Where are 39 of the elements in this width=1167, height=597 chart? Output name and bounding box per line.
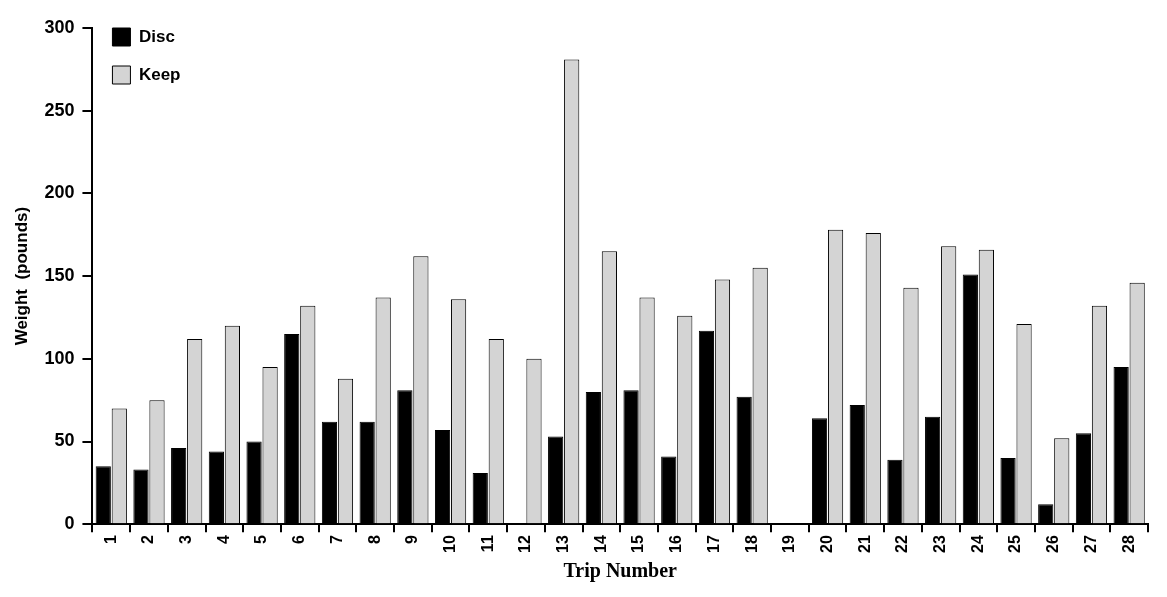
y-tick-label: 50 <box>54 430 75 451</box>
x-axis-title: Trip Number <box>563 559 678 583</box>
y-tick-label: 100 <box>44 347 75 368</box>
legend-label: Keep <box>138 64 181 84</box>
x-tick-label: 7 <box>327 535 345 545</box>
x-tick-label: 9 <box>403 535 421 545</box>
x-tick-label: 5 <box>252 535 270 545</box>
x-tick-label: 10 <box>440 535 458 553</box>
x-tick-label: 22 <box>893 535 911 553</box>
x-tick-label: 23 <box>931 535 949 553</box>
y-tick-label: 250 <box>44 99 75 120</box>
x-tick-label: 8 <box>365 535 383 545</box>
x-tick-label: 1 <box>101 535 119 545</box>
x-tick-label: 26 <box>1044 535 1062 553</box>
x-tick-label: 14 <box>591 535 609 553</box>
x-tick-label: 18 <box>742 535 760 553</box>
x-tick-label: 27 <box>1081 535 1099 553</box>
x-tick-label: 19 <box>780 535 798 553</box>
x-tick-label: 3 <box>177 535 195 545</box>
legend-label: Disc <box>138 26 175 46</box>
x-tick-label: 15 <box>629 535 647 553</box>
x-tick-label: 13 <box>554 535 572 553</box>
x-tick-label: 20 <box>817 535 835 553</box>
y-tick-label: 200 <box>44 182 75 203</box>
x-tick-label: 4 <box>214 535 232 545</box>
y-tick-label: 0 <box>64 513 75 534</box>
x-tick-label: 6 <box>290 535 308 545</box>
y-tick-label: 300 <box>44 16 75 37</box>
x-tick-label: 2 <box>139 535 157 545</box>
y-axis-title: Weight (pounds) <box>11 206 31 346</box>
x-tick-label: 28 <box>1119 535 1137 553</box>
x-tick-label: 17 <box>704 535 722 553</box>
x-tick-label: 11 <box>478 535 496 553</box>
x-tick-label: 24 <box>968 535 986 553</box>
x-tick-label: 12 <box>516 535 534 553</box>
x-tick-label: 16 <box>667 535 685 553</box>
x-tick-label: 25 <box>1006 535 1024 553</box>
x-tick-label: 21 <box>855 535 873 553</box>
y-tick-label: 150 <box>44 265 75 286</box>
